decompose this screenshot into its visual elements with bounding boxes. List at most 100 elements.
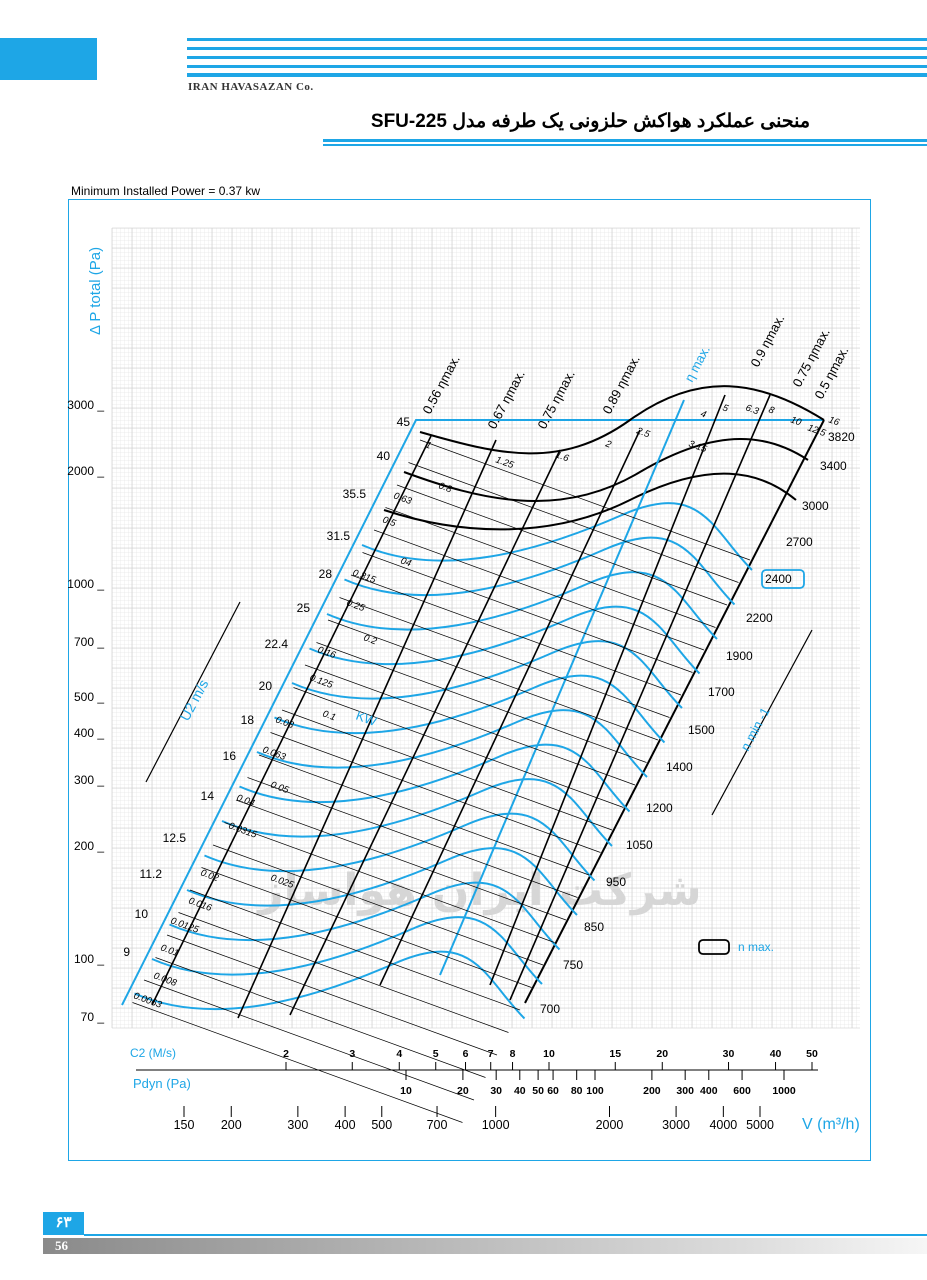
pdyn-tick-label: 80	[571, 1085, 583, 1097]
y-axis-label: Δ P total (Pa)	[87, 247, 104, 335]
x-tick-label: 5000	[746, 1118, 774, 1132]
power-label: 1.6	[554, 449, 571, 464]
y-tick-label: 400 _	[74, 726, 104, 740]
pdyn-tick-label: 50	[532, 1085, 544, 1097]
x-tick-label: 1000	[482, 1118, 510, 1132]
c2-label: C2 (M/s)	[130, 1046, 176, 1060]
y-tick-label: 70 _	[81, 1010, 105, 1024]
rpm-max-marker	[761, 569, 805, 589]
u2-value-label: 16	[223, 749, 237, 763]
header-tab	[0, 38, 97, 80]
power-label: 8	[767, 404, 776, 416]
x-tick-label: 500	[371, 1118, 392, 1132]
rpm-value-label: 1200	[646, 801, 673, 815]
power-line	[350, 574, 682, 696]
power-line	[178, 912, 509, 1033]
right-boundary	[524, 419, 825, 1004]
c2-tick-label: 20	[656, 1048, 668, 1060]
c2-tick-label: 5	[433, 1048, 439, 1060]
y-tick-label: 300 _	[74, 773, 104, 787]
nmax-legend-label: n max.	[738, 940, 774, 954]
u2-value-label: 11.2	[140, 867, 163, 881]
pdyn-tick-label: 1000	[772, 1085, 796, 1097]
nmax-legend-marker	[698, 939, 730, 955]
rpm-value-label: 750	[563, 958, 583, 972]
rpm-curve-blue	[309, 605, 701, 675]
company-name: IRAN HAVASAZAN Co.	[188, 81, 314, 93]
power-line	[212, 844, 544, 966]
kw-label: KW	[354, 708, 379, 730]
rpm-curve-blue	[361, 502, 753, 571]
x-tick-label: 2000	[596, 1118, 624, 1132]
page-number: 56	[55, 1238, 68, 1253]
rpm-value-label: 3000	[802, 499, 829, 513]
efficiency-line	[289, 449, 561, 1016]
left-boundary	[121, 419, 824, 1006]
x-tick-label: 300	[287, 1118, 308, 1132]
footer-rule	[84, 1234, 927, 1236]
title-rule	[323, 144, 927, 146]
u2-value-label: 10	[135, 907, 149, 921]
power-line	[247, 777, 578, 898]
efficiency-line	[379, 429, 641, 986]
power-label: 4	[699, 408, 708, 420]
header-rule	[187, 73, 927, 77]
power-line	[281, 709, 613, 831]
rpm-curve-blue	[204, 812, 596, 882]
power-line	[385, 507, 716, 628]
power-line	[396, 484, 728, 606]
power-line	[408, 462, 739, 583]
rpm-curve	[403, 438, 809, 502]
rpm-curve-blue	[134, 950, 526, 1020]
u2-value-label: 28	[319, 567, 333, 581]
rpm-curve	[383, 472, 797, 531]
c2-tick-label: 7	[488, 1048, 494, 1060]
rpm-value-label: 1050	[626, 838, 653, 852]
efficiency-line	[237, 439, 497, 1019]
u2-value-label: 40	[377, 449, 391, 463]
x-axis-label: V (m³/h)	[802, 1116, 860, 1133]
y-tick-label: 200 _	[74, 839, 104, 853]
power-label: 0.1	[321, 708, 337, 723]
u2-value-label: 25	[297, 601, 311, 615]
power-line	[201, 867, 532, 988]
power-line	[143, 979, 475, 1101]
rpm-value-label: 1700	[708, 685, 735, 699]
header-rule	[187, 47, 927, 50]
c2-tick-label: 10	[543, 1048, 555, 1060]
title-rule	[323, 139, 927, 142]
chart-frame	[68, 199, 871, 1161]
pdyn-tick-label: 200	[643, 1085, 661, 1097]
power-line	[155, 957, 486, 1078]
pdyn-tick-label: 10	[400, 1085, 412, 1097]
x-tick-label: 400	[335, 1118, 356, 1132]
rpm-value-label: 3400	[820, 459, 847, 473]
c2-tick-label: 15	[609, 1048, 621, 1060]
power-line	[189, 889, 521, 1011]
efficiency-line	[489, 394, 726, 986]
power-label: 1	[424, 439, 433, 451]
x-tick-label: 200	[221, 1118, 242, 1132]
pdyn-label: Pdyn (Pa)	[133, 1076, 191, 1091]
rpm-curve-blue	[291, 640, 683, 709]
c2-tick-label: 8	[510, 1048, 516, 1060]
power-label: 04	[399, 555, 413, 569]
u2-value-label: 18	[241, 713, 255, 727]
power-line	[339, 597, 670, 718]
rpm-value-label: 2700	[786, 535, 813, 549]
power-line	[132, 1002, 463, 1123]
watermark: شرکت ایران هواساز	[256, 865, 701, 916]
y-tick-label: 3000 _	[67, 398, 104, 412]
c2-tick-label: 6	[463, 1048, 469, 1060]
u2-value-label: 12.5	[163, 831, 187, 845]
c2-tick-label: 2	[283, 1048, 289, 1060]
pdyn-tick-label: 300	[676, 1085, 694, 1097]
power-label: 2	[603, 438, 613, 451]
u2-value-label: 35.5	[343, 487, 367, 501]
power-line	[373, 529, 705, 651]
x-tick-label: 150	[174, 1118, 195, 1132]
power-line	[258, 754, 590, 876]
rpm-value-label: 1500	[688, 723, 715, 737]
min-installed-power: Minimum Installed Power = 0.37 kw	[71, 184, 261, 198]
